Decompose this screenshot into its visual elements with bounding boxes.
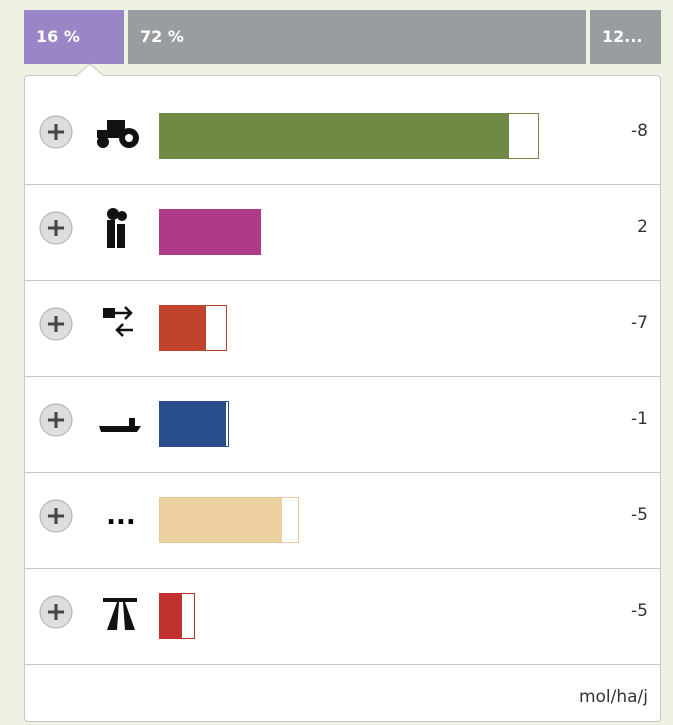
- pointer: [76, 63, 104, 77]
- value: -5: [631, 505, 648, 525]
- tab[interactable]: 72 %: [128, 10, 586, 64]
- panel: -8 2 -7 -1 ... -5 -5 mol/ha/j: [24, 75, 661, 722]
- value: 2: [637, 217, 648, 237]
- value: -7: [631, 313, 648, 333]
- row: 2: [25, 184, 660, 281]
- expand-button[interactable]: [39, 115, 73, 149]
- highway-icon: [103, 598, 137, 630]
- value: -5: [631, 601, 648, 621]
- bar: [159, 401, 229, 447]
- expand-button[interactable]: [39, 595, 73, 629]
- row: -8: [25, 88, 660, 185]
- row: ... -5: [25, 472, 660, 569]
- factory-icon: [107, 208, 127, 248]
- tab[interactable]: 16 %: [24, 10, 124, 64]
- bar: [159, 497, 299, 543]
- expand-button[interactable]: [39, 211, 73, 245]
- value: -8: [631, 121, 648, 141]
- ship-icon: [99, 418, 141, 432]
- bar: [159, 593, 195, 639]
- expand-button[interactable]: [39, 499, 73, 533]
- expand-button[interactable]: [39, 403, 73, 437]
- row: -7: [25, 280, 660, 377]
- tractor-icon: [97, 120, 139, 148]
- bar: [159, 209, 261, 255]
- value: -1: [631, 409, 648, 429]
- row: -5: [25, 568, 660, 665]
- bar: [159, 305, 227, 351]
- bar: [159, 113, 539, 159]
- other-icon: ...: [106, 501, 136, 531]
- expand-button[interactable]: [39, 307, 73, 341]
- exchange-icon: [103, 306, 133, 337]
- row: -1: [25, 376, 660, 473]
- unit-label: mol/ha/j: [578, 687, 648, 707]
- tab[interactable]: 12...: [590, 10, 661, 64]
